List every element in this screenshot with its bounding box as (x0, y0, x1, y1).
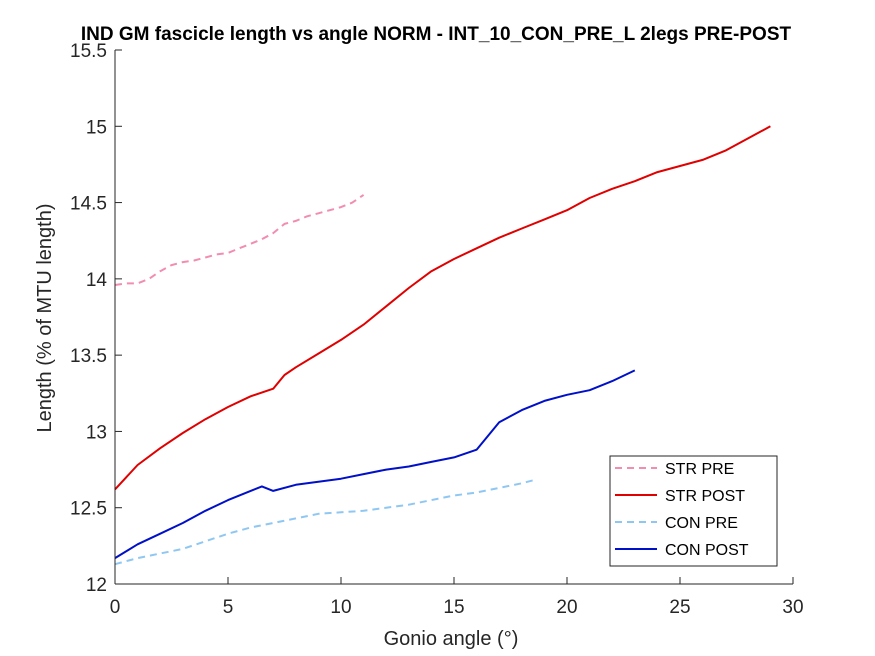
series-line-con-post (114, 369, 636, 559)
x-axis-label: Gonio angle (°) (384, 628, 519, 650)
y-tick-label: 13.5 (70, 346, 107, 367)
x-tick-label: 10 (330, 597, 351, 618)
y-tick-label: 15 (86, 117, 107, 138)
legend-label-str-post: STR POST (665, 488, 745, 505)
y-tick-label: 15.5 (70, 41, 107, 62)
x-tick-label: 5 (223, 597, 234, 618)
x-tick-label: 30 (782, 597, 803, 618)
y-tick-label: 12.5 (70, 499, 107, 520)
y-tick-label: 13 (86, 422, 107, 443)
legend: STR PRE STR POST CON PRE CON POST (609, 455, 778, 567)
x-tick-label: 0 (110, 597, 121, 618)
x-tick-label: 25 (669, 597, 690, 618)
legend-label-str-pre: STR PRE (665, 461, 734, 478)
series-group (114, 125, 771, 566)
legend-label-con-post: CON POST (665, 542, 749, 559)
series-line-str-pre (114, 194, 365, 286)
x-tick-label: 15 (443, 597, 464, 618)
x-tick-label: 20 (556, 597, 577, 618)
y-tick-label: 14.5 (70, 194, 107, 215)
y-tick-label: 12 (86, 575, 107, 596)
legend-box (609, 455, 778, 567)
y-tick-label: 14 (86, 270, 108, 291)
series-line-con-pre (114, 479, 534, 566)
y-axis-label: Length (% of MTU length) (34, 204, 56, 433)
series-line-str-post (114, 125, 771, 491)
legend-label-con-pre: CON PRE (665, 515, 738, 532)
chart-title: IND GM fascicle length vs angle NORM - I… (81, 24, 792, 45)
ticks-group: 0 5 10 15 20 25 30 12 12.5 13 13.5 14 14.5 15 15.5 (70, 41, 804, 618)
